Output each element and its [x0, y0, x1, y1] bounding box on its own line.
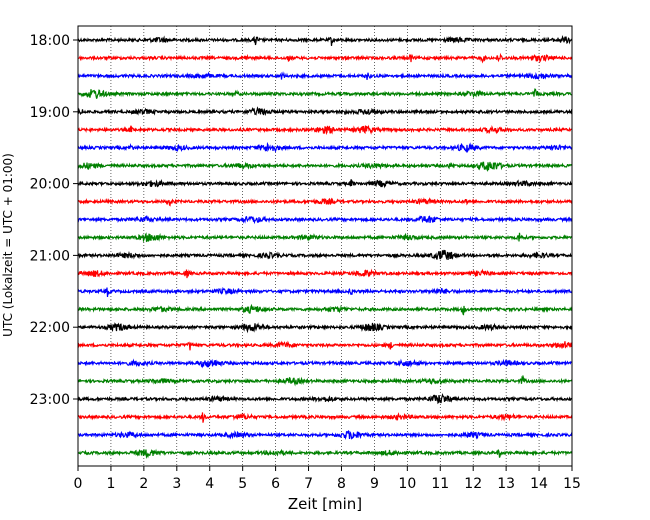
- trace-2245: [77, 375, 573, 387]
- x-tick-label-12: 12: [464, 476, 482, 492]
- y-tick-label-1: 19:00: [30, 105, 70, 121]
- trace-2115: [77, 268, 573, 279]
- trace-2200: [77, 322, 573, 334]
- trace-2045: [77, 232, 573, 243]
- trace-2230: [77, 358, 573, 369]
- y-tick-label-2: 20:00: [30, 177, 70, 193]
- y-axis-label: UTC (Lokalzeit = UTC + 01:00): [1, 153, 15, 337]
- trace-2145: [77, 303, 573, 316]
- trace-1900: [77, 106, 573, 117]
- x-axis-label: Zeit [min]: [288, 495, 362, 513]
- x-tick-label-10: 10: [398, 476, 416, 492]
- trace-2000: [77, 178, 573, 189]
- trace-1815: [77, 52, 573, 64]
- x-tick-label-2: 2: [139, 476, 148, 492]
- x-axis: 0 1 2 3 4 5 6 7 8 9 10 11 12 13 14 15: [74, 466, 581, 492]
- trace-2215: [77, 340, 573, 351]
- y-tick-label-5: 23:00: [30, 392, 70, 408]
- x-tick-label-11: 11: [431, 476, 449, 492]
- plot-frame: [77, 25, 573, 467]
- trace-1830: [77, 71, 573, 80]
- trace-2030: [77, 214, 573, 225]
- trace-1800: [77, 35, 573, 46]
- y-tick-label-3: 21:00: [30, 248, 70, 264]
- trace-1930: [77, 141, 573, 154]
- x-tick-label-0: 0: [74, 476, 83, 492]
- trace-2100: [77, 249, 573, 261]
- y-axis: 18:00 19:00 20:00 21:00 22:00 23:00: [30, 33, 78, 408]
- trace-2015: [77, 197, 573, 207]
- x-tick-label-13: 13: [497, 476, 515, 492]
- x-tick-label-15: 15: [563, 476, 581, 492]
- x-tick-label-7: 7: [304, 476, 313, 492]
- trace-2345: [77, 448, 573, 459]
- x-tick-label-5: 5: [238, 476, 247, 492]
- trace-1845: [77, 88, 573, 99]
- y-tick-label-4: 22:00: [30, 320, 70, 336]
- x-tick-label-14: 14: [530, 476, 548, 492]
- trace-1915: [77, 124, 573, 136]
- trace-2300: [77, 393, 573, 405]
- x-tick-label-8: 8: [337, 476, 346, 492]
- x-tick-label-9: 9: [370, 476, 379, 492]
- trace-2315: [77, 412, 573, 423]
- x-tick-label-3: 3: [172, 476, 181, 492]
- y-tick-label-0: 18:00: [30, 33, 70, 49]
- x-tick-label-6: 6: [271, 476, 280, 492]
- x-tick-label-4: 4: [205, 476, 214, 492]
- trace-2330: [77, 429, 573, 441]
- trace-group: [77, 35, 573, 459]
- trace-2130: [77, 286, 573, 297]
- trace-1945: [77, 161, 573, 172]
- x-tick-label-1: 1: [106, 476, 115, 492]
